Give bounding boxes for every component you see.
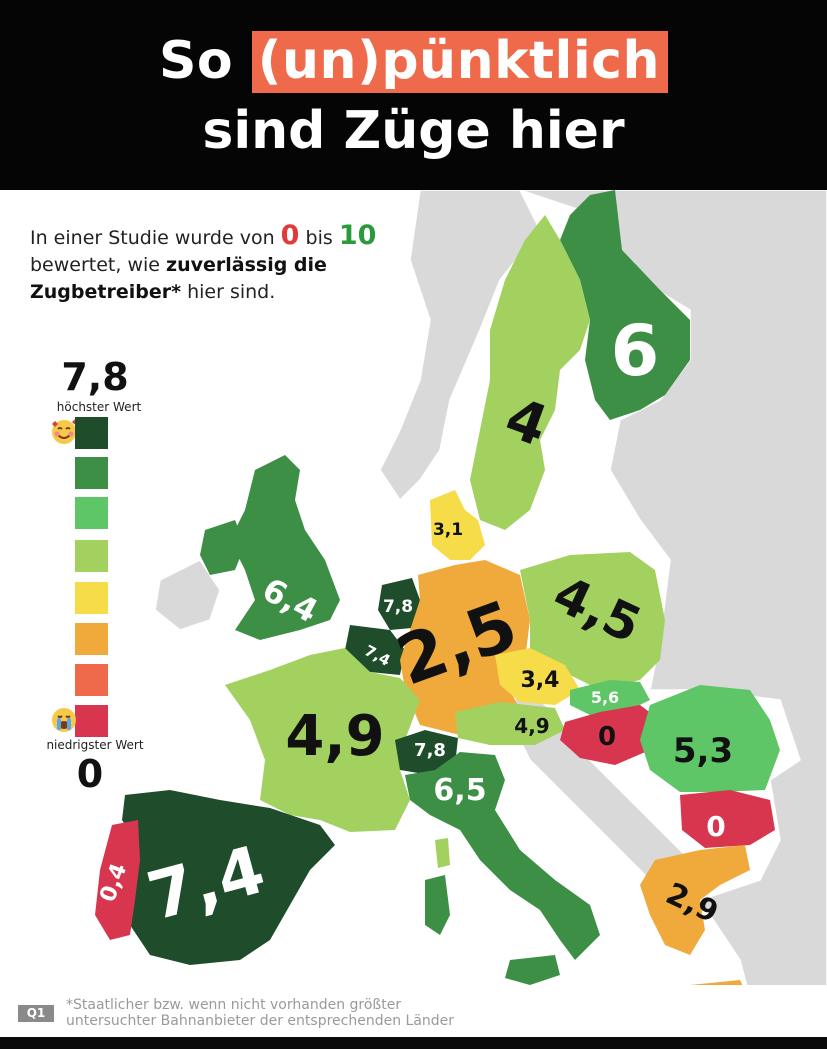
country-italy (405, 752, 600, 960)
intro-bold-1: zuverlässig die (166, 254, 327, 276)
footnote-line-2: untersuchter Bahnanbieter der entspreche… (66, 1013, 455, 1029)
label-austria: 4,9 (514, 714, 549, 738)
legend-swatch-6 (75, 623, 108, 655)
legend-swatch-5 (75, 582, 108, 614)
island-sardinia (425, 875, 450, 935)
legend-swatch-3 (75, 497, 108, 529)
island-corsica (435, 838, 450, 868)
country-greece (640, 845, 750, 955)
legend-max-label: höchster Wert (56, 400, 142, 414)
intro-part-3: bewertet, wie (30, 254, 160, 276)
unrated-land (154, 190, 827, 1037)
legend-swatch-2 (75, 457, 108, 489)
country-slovakia (570, 680, 650, 715)
label-italy: 6,5 (433, 773, 486, 808)
country-bulgaria (680, 790, 775, 848)
europe-map: 6 4 3,1 6,4 7,8 7,4 2,5 4,5 3,4 5,6 4,9 … (0, 190, 827, 1037)
country-ireland (200, 520, 245, 575)
legend-max-value: 7,8 (61, 355, 129, 399)
intro-zero: 0 (280, 220, 300, 251)
island-sicily (505, 955, 560, 985)
title-line-2: sind Züge hier (202, 101, 625, 161)
loudly-crying-face-icon (50, 706, 78, 734)
intro-bold-2: Zugbetreiber* (30, 281, 182, 303)
q1-badge: Q1 (18, 1005, 54, 1022)
country-hungary (560, 705, 660, 765)
country-denmark (430, 490, 485, 560)
intro-part-2: bis (305, 227, 333, 249)
label-finland: 6 (611, 310, 660, 392)
footer (0, 985, 827, 1037)
intro-part-1: In einer Studie wurde von (30, 227, 275, 249)
country-switzerland (395, 730, 458, 775)
country-sweden (470, 215, 590, 530)
intro-text: In einer Studie wurde von 0 bis 10 bewer… (30, 222, 460, 306)
country-poland (520, 552, 665, 690)
label-switzerland: 7,8 (414, 740, 446, 761)
label-denmark: 3,1 (433, 520, 463, 540)
country-portugal (95, 820, 140, 940)
country-germany (400, 560, 530, 735)
label-slovakia: 5,6 (591, 688, 619, 707)
legend-swatch-7 (75, 664, 108, 696)
country-czechia (495, 648, 580, 705)
smiling-face-with-hearts-icon (50, 418, 78, 446)
country-spain (122, 790, 335, 965)
title-bar: So (un)pünktlich sind Züge hier (0, 0, 827, 190)
country-austria (455, 702, 565, 745)
label-netherlands: 7,8 (383, 597, 413, 617)
label-czechia: 3,4 (521, 668, 560, 693)
legend-swatch-4 (75, 540, 108, 572)
country-uk (230, 455, 340, 640)
country-france (225, 648, 420, 832)
bottom-bar (0, 1037, 827, 1049)
footnote: *Staatlicher bzw. wenn nicht vorhanden g… (66, 997, 666, 1029)
label-hungary: 0 (598, 722, 616, 752)
title-line-1: So (un)pünktlich (0, 28, 827, 94)
legend-swatch-1 (75, 417, 108, 449)
country-romania (640, 685, 780, 792)
title-highlight: (un)pünktlich (251, 31, 669, 93)
footnote-line-1: *Staatlicher bzw. wenn nicht vorhanden g… (66, 997, 402, 1013)
intro-part-4: hier sind. (187, 281, 276, 303)
title-prefix: So (158, 31, 234, 91)
country-netherlands (378, 578, 420, 630)
intro-ten: 10 (338, 220, 377, 251)
legend-min-label: niedrigster Wert (46, 738, 144, 752)
label-bulgaria: 0 (706, 810, 725, 843)
label-romania: 5,3 (673, 731, 733, 771)
country-finland (560, 190, 690, 420)
legend-swatch-8 (75, 705, 108, 737)
label-france: 4,9 (285, 704, 384, 769)
legend-min-value: 0 (76, 752, 104, 796)
